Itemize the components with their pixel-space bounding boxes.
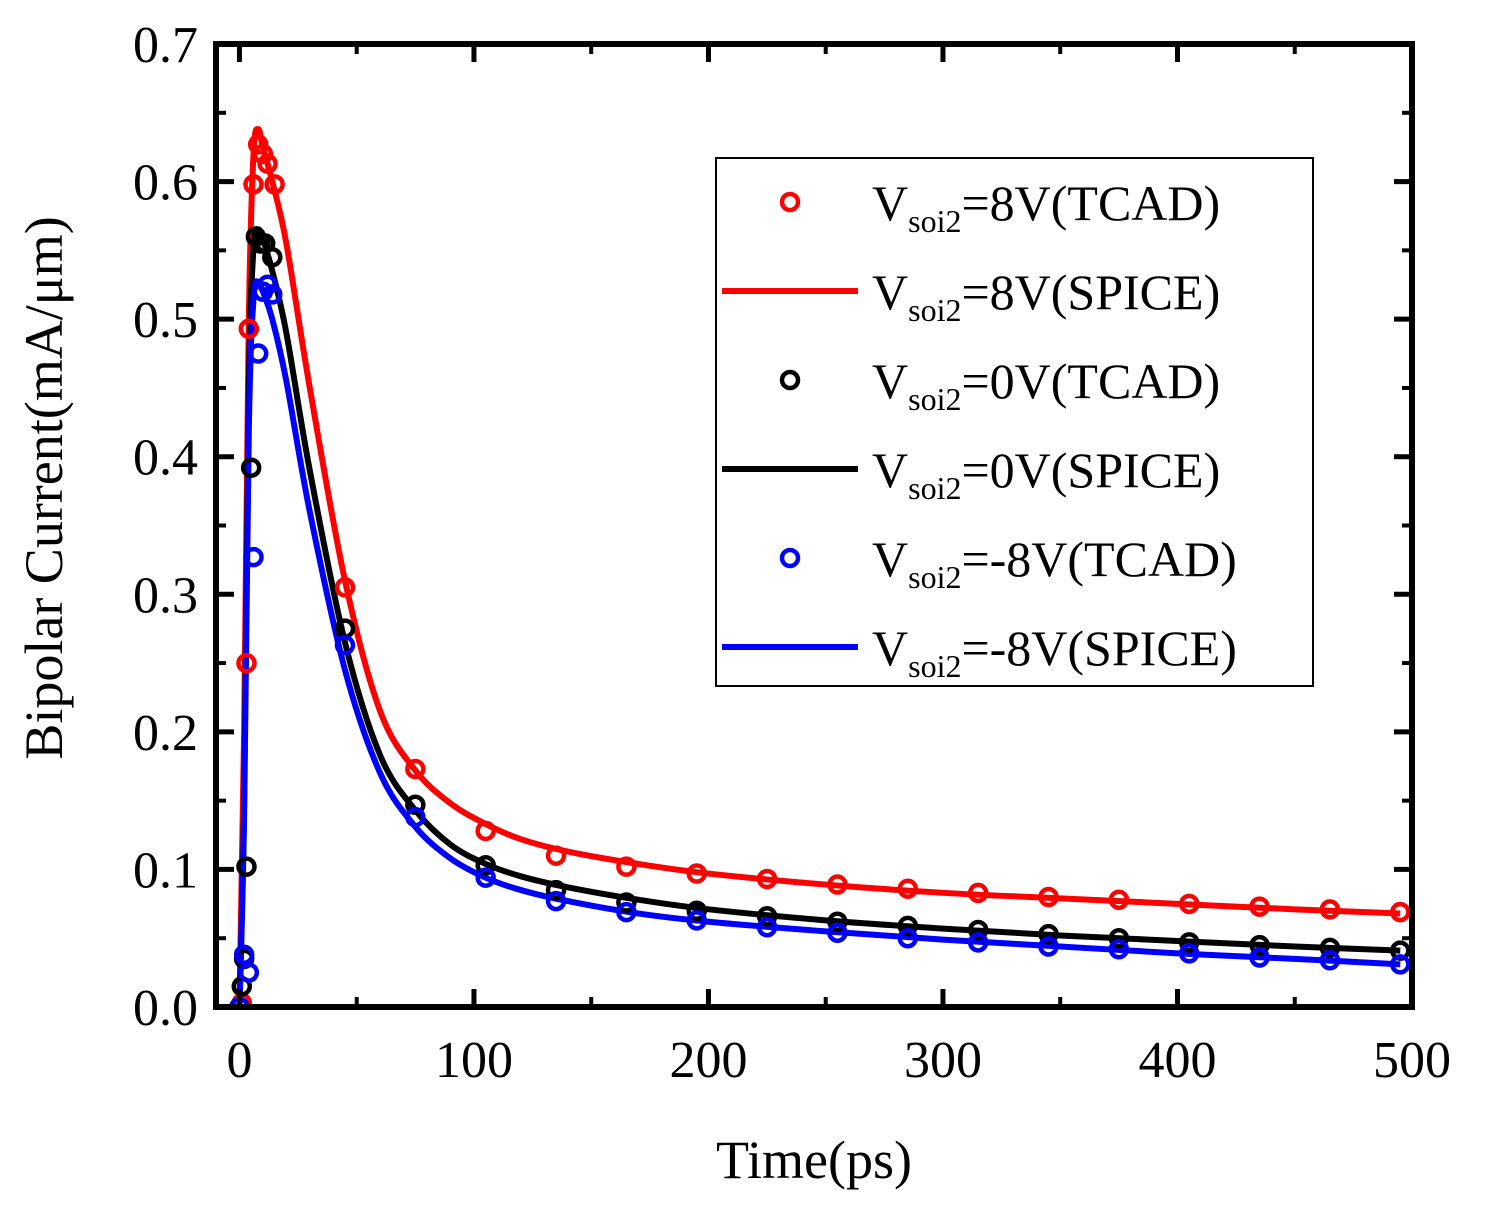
series-marker-0 bbox=[1038, 886, 1059, 908]
series-marker-2 bbox=[405, 794, 426, 816]
series-marker-4 bbox=[1108, 938, 1130, 960]
series-marker-4 bbox=[545, 890, 567, 912]
series-marker-0 bbox=[243, 174, 264, 195]
series-line-1 bbox=[236, 126, 1401, 1007]
series-marker-4 bbox=[262, 284, 283, 305]
series-marker-2 bbox=[240, 457, 262, 478]
x-axis-title: Time(ps) bbox=[716, 1130, 912, 1190]
series-marker-0 bbox=[236, 652, 257, 674]
legend-marker bbox=[779, 369, 801, 391]
series-marker-4 bbox=[1319, 949, 1341, 971]
series-marker-4 bbox=[897, 927, 919, 949]
series-marker-4 bbox=[686, 910, 707, 931]
series-marker-4 bbox=[247, 343, 269, 364]
y-tick-label: 0.4 bbox=[133, 430, 198, 487]
series-marker-4 bbox=[1038, 936, 1059, 957]
series-marker-0 bbox=[827, 874, 848, 895]
series-marker-2 bbox=[1038, 923, 1059, 945]
y-tick-label: 0.1 bbox=[133, 842, 198, 899]
series-marker-4 bbox=[1249, 947, 1270, 968]
legend-label: Vsoi2=0V(TCAD) bbox=[872, 353, 1220, 417]
series-marker-2 bbox=[756, 905, 778, 927]
series-marker-0 bbox=[1178, 893, 1200, 915]
series-marker-4 bbox=[1390, 954, 1411, 975]
legend-label: Vsoi2=0V(SPICE) bbox=[872, 442, 1220, 506]
series-marker-2 bbox=[475, 855, 496, 876]
series-marker-2 bbox=[967, 919, 989, 941]
x-tick-label: 400 bbox=[1138, 1032, 1216, 1089]
series-marker-0 bbox=[1319, 899, 1341, 920]
x-tick-label: 500 bbox=[1373, 1032, 1451, 1089]
series-marker-0 bbox=[686, 863, 707, 884]
series-marker-0 bbox=[405, 758, 426, 780]
x-tick-label: 0 bbox=[226, 1032, 252, 1089]
series-marker-0 bbox=[967, 882, 989, 904]
series-marker-2 bbox=[236, 856, 257, 877]
series-marker-2 bbox=[1108, 927, 1130, 949]
y-tick-label: 0.5 bbox=[133, 292, 198, 349]
series-marker-2 bbox=[1178, 932, 1200, 953]
y-tick-label: 0.3 bbox=[133, 567, 198, 624]
legend-label: Vsoi2=-8V(SPICE) bbox=[872, 620, 1237, 684]
legend-label: Vsoi2=8V(SPICE) bbox=[872, 264, 1220, 328]
legend-box bbox=[715, 157, 1314, 687]
y-tick-label: 0.7 bbox=[133, 17, 198, 74]
series-marker-4 bbox=[1178, 943, 1200, 964]
series-marker-4 bbox=[243, 546, 264, 568]
legend: Vsoi2=8V(TCAD) Vsoi2=8V(SPICE) Vsoi2=0V(TC… bbox=[715, 157, 1314, 687]
y-tick-label: 0.2 bbox=[133, 705, 198, 762]
series-marker-0 bbox=[257, 153, 278, 174]
y-axis: 0.0 0.1 0.2 0.3 0.4 0.5 0.6 0.7 bbox=[133, 17, 1412, 1037]
series-marker-4 bbox=[756, 916, 778, 938]
series-marker-0 bbox=[756, 868, 778, 890]
series-marker-4 bbox=[334, 634, 356, 656]
y-tick-label: 0.0 bbox=[133, 980, 198, 1037]
series-line-3 bbox=[236, 226, 1401, 1007]
series-marker-4 bbox=[475, 867, 496, 888]
series-marker-2 bbox=[897, 915, 919, 937]
x-tick-label: 100 bbox=[435, 1032, 513, 1089]
series-marker-0 bbox=[1390, 901, 1411, 923]
series-marker-4 bbox=[238, 962, 260, 983]
series-marker-4 bbox=[233, 944, 255, 965]
series-marker-4 bbox=[616, 901, 637, 923]
y-tick-label: 0.6 bbox=[133, 155, 198, 212]
series-marker-0 bbox=[545, 845, 567, 866]
legend-marker bbox=[779, 547, 801, 569]
series-marker-2 bbox=[1249, 934, 1270, 956]
series-marker-2 bbox=[827, 911, 848, 932]
x-tick-label: 200 bbox=[669, 1032, 747, 1089]
series-marker-0 bbox=[616, 856, 637, 877]
x-tick-label: 300 bbox=[904, 1032, 982, 1089]
legend-label: Vsoi2=-8V(TCAD) bbox=[872, 531, 1237, 595]
series-marker-0 bbox=[1249, 896, 1270, 917]
plot-area bbox=[229, 126, 1411, 1007]
x-axis: 0 100 200 300 400 500 bbox=[226, 44, 1451, 1089]
series-marker-2 bbox=[686, 900, 707, 921]
y-axis-title: Bipolar Current(mA/μm) bbox=[14, 216, 74, 759]
series-marker-4 bbox=[405, 806, 426, 828]
series-marker-0 bbox=[238, 318, 260, 340]
series-marker-2 bbox=[1319, 937, 1341, 959]
series-marker-2 bbox=[262, 246, 283, 268]
series-marker-0 bbox=[897, 878, 919, 899]
series-marker-0 bbox=[1108, 889, 1130, 910]
series-marker-2 bbox=[616, 892, 637, 913]
series-marker-4 bbox=[967, 932, 989, 953]
series-marker-0 bbox=[475, 820, 496, 842]
legend-label: Vsoi2=8V(TCAD) bbox=[872, 175, 1220, 239]
series-marker-0 bbox=[334, 577, 356, 598]
series-marker-2 bbox=[545, 879, 567, 901]
series-marker-0 bbox=[264, 174, 285, 195]
legend-marker bbox=[779, 191, 801, 213]
series-marker-4 bbox=[827, 922, 848, 943]
